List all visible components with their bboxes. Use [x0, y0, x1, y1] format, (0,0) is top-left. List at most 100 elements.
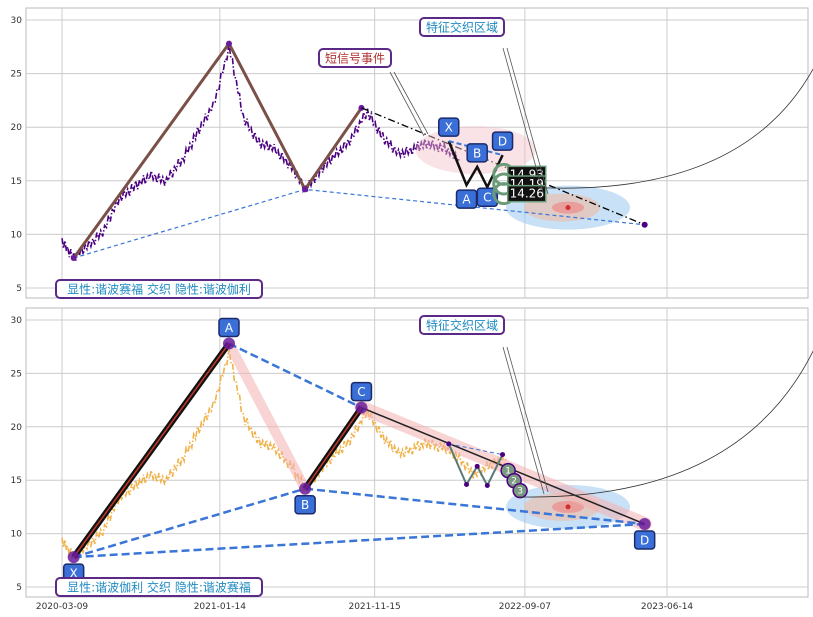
bottom-legend-label-text: 显性:谐波伽利 交织 隐性:谐波赛福 — [67, 580, 251, 595]
top-mini-label-a-text: A — [462, 193, 471, 207]
bottom-pattern-label-a-text: A — [225, 321, 234, 335]
bottom-plot-frame — [25, 307, 809, 598]
bottom-mini-vertex — [446, 441, 452, 447]
top-y-tick-label: 20 — [11, 123, 23, 133]
top-price-series-line — [61, 43, 460, 262]
top-pattern-vertex — [70, 254, 77, 261]
bottom-mini-vertex — [484, 483, 490, 489]
top-feature-zone-label-bg — [419, 17, 505, 37]
bottom-y-tick-label: 5 — [16, 583, 22, 593]
bottom-ab-band — [224, 341, 310, 492]
top-feature-zone-label-text: 特征交织区域 — [426, 20, 498, 35]
top-mini-label-b-text: B — [473, 146, 481, 160]
bottom-pattern-label-b-text: B — [301, 498, 309, 512]
bottom-pattern-vertex — [355, 401, 368, 414]
bottom-pattern-label-d-bg — [633, 530, 656, 550]
bottom-feature-zone-label-bg — [419, 315, 505, 335]
top-pattern-vertex — [358, 104, 365, 111]
bottom-step-marker-text: 2 — [511, 477, 517, 487]
top-mini-label-a-bg — [455, 189, 478, 209]
top-projection-end — [641, 221, 648, 228]
bottom-legend-label-bg — [55, 577, 263, 597]
top-pattern-vertex — [302, 186, 309, 193]
x-tick-label: 2020-03-09 — [36, 602, 89, 612]
top-feature-zone-arrow — [502, 47, 549, 197]
top-legend-label-text: 显性:谐波赛福 交织 隐性:谐波伽利 — [67, 282, 251, 297]
top-short-signal-label-text: 短信号事件 — [325, 52, 385, 66]
top-mini-label-b-bg — [466, 143, 488, 163]
bottom-pattern-vertex — [222, 337, 235, 350]
bottom-step-marker-circle — [512, 482, 528, 499]
bottom-y-tick-label: 15 — [11, 476, 22, 486]
top-y-tick-label: 10 — [11, 230, 23, 240]
top-feature-zone-label: 特征交织区域 — [419, 17, 505, 37]
top-pattern-vertex — [225, 40, 232, 47]
top-y-tick-label: 30 — [11, 16, 23, 26]
bottom-mini-xd-line — [448, 443, 503, 456]
bottom-feature-zone-arrow — [502, 346, 549, 495]
bottom-step-marker-text: 3 — [517, 487, 523, 497]
bottom-pattern-vertex — [67, 551, 80, 564]
top-y-tick-label: 25 — [11, 70, 22, 80]
top-mini-label-d-text: D — [498, 135, 507, 149]
bottom-pattern-label-a-bg — [218, 317, 240, 338]
x-tick-label: 2022-09-07 — [499, 602, 551, 612]
top-y-tick-label: 15 — [11, 177, 22, 187]
top-mini-label-b: B — [466, 143, 488, 163]
bottom-pattern-label-b: B — [294, 494, 316, 515]
bottom-pattern-leg-core — [73, 343, 230, 558]
x-tick-label: 2021-11-15 — [348, 602, 400, 612]
bottom-step-marker: 3 — [512, 482, 528, 499]
top-mini-label-d-bg — [491, 131, 514, 151]
bottom-pattern-vertex — [299, 482, 312, 495]
bottom-target-point — [565, 504, 571, 510]
bottom-pattern-label-c: C — [350, 381, 373, 402]
bottom-mini-vertex — [464, 481, 470, 487]
top-target-point — [565, 205, 571, 211]
bottom-pattern-dashed-line — [228, 342, 363, 409]
bottom-step-marker-text: 1 — [505, 467, 511, 477]
top-target-value-bg — [507, 184, 547, 203]
top-projection-curve — [538, 68, 813, 189]
top-mini-label-a: A — [455, 189, 478, 209]
top-pattern-line — [72, 40, 363, 259]
top-legend-label-bg — [55, 279, 263, 299]
top-mini-label-d: D — [491, 131, 514, 151]
x-tick-label: 2021-01-14 — [194, 602, 247, 612]
bottom-feature-zone-label: 特征交织区域 — [419, 315, 505, 335]
x-tick-label: 2023-06-14 — [641, 602, 694, 612]
bottom-mini-vertex — [474, 463, 480, 469]
top-mini-label-c-text: C — [483, 191, 491, 205]
top-plot-frame — [25, 7, 809, 299]
bottom-pattern-label-d: D — [633, 530, 656, 550]
bottom-pattern-label-c-bg — [350, 381, 373, 402]
top-short-signal-arrow — [389, 71, 429, 137]
bottom-feature-zone-label-text: 特征交织区域 — [426, 318, 498, 333]
bottom-mini-vertex — [500, 452, 506, 458]
bottom-pattern-dashed-line — [304, 487, 645, 526]
top-mini-label-x-text: X — [445, 121, 453, 135]
top-short-signal-label-bg — [318, 48, 392, 68]
top-mini-label-x-bg — [438, 117, 460, 137]
top-mini-pattern-line — [447, 140, 504, 191]
bottom-y-tick-label: 25 — [11, 369, 22, 379]
bottom-pattern-label-d-text: D — [640, 533, 649, 547]
bottom-pattern-label-x-text: X — [70, 567, 78, 581]
bottom-y-tick-label: 30 — [11, 316, 23, 326]
bottom-y-tick-label: 20 — [11, 423, 23, 433]
bottom-pattern-label-c-text: C — [357, 385, 365, 399]
bottom-pattern-label-b-bg — [294, 494, 316, 515]
bottom-pattern-vertex — [638, 517, 651, 530]
top-y-tick-label: 5 — [16, 284, 22, 294]
top-target-value-badge: 14.26 — [492, 182, 547, 206]
bottom-projection-curve — [518, 350, 813, 498]
top-target-value-text: 14.26 — [510, 187, 544, 201]
top-mini-label-x: X — [438, 117, 460, 137]
bottom-y-tick-label: 10 — [11, 530, 23, 540]
bottom-pattern-label-a: A — [218, 317, 240, 338]
top-short-signal-label: 短信号事件 — [318, 48, 392, 68]
bottom-pattern-leg-core — [304, 407, 363, 490]
top-legend-label: 显性:谐波赛福 交织 隐性:谐波伽利 — [55, 279, 263, 299]
